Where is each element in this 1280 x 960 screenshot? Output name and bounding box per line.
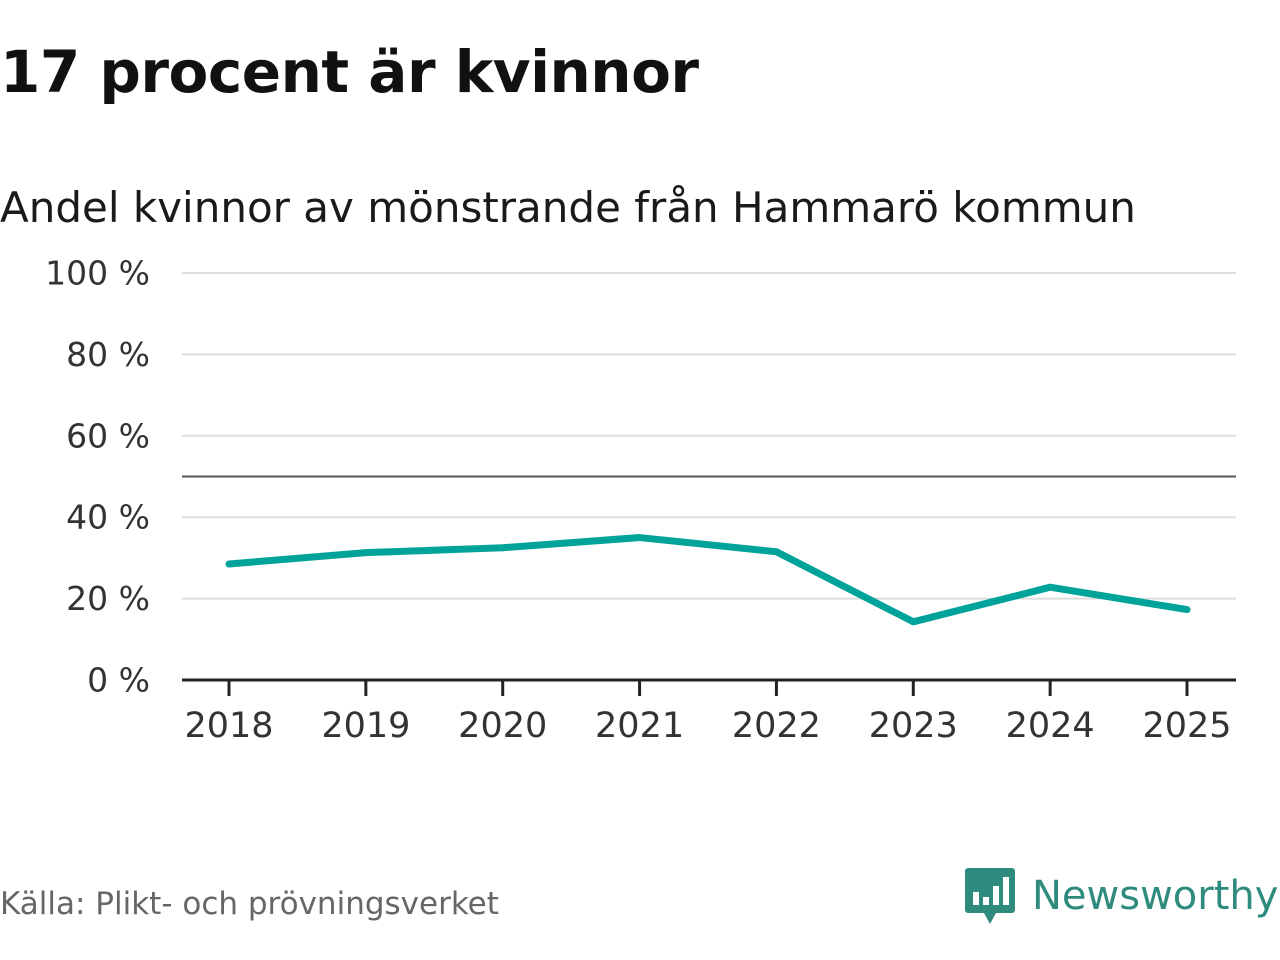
data-point-2023 <box>909 618 917 626</box>
chart-title: 17 procent är kvinnor <box>0 38 699 106</box>
data-point-2025 <box>1183 606 1191 614</box>
y-axis-tick-labels: 0 % 20 % 40 % 60 % 80 % 100 % <box>45 254 150 700</box>
y-tick-label-0: 0 % <box>87 661 150 700</box>
series-line-0 <box>228 534 1188 626</box>
data-point-2019 <box>362 549 370 557</box>
x-tick-label-2024: 2024 <box>1006 706 1095 746</box>
line-chart: 0 % 20 % 40 % 60 % 80 % 100 % 2018 2019 2020 202… <box>45 254 1236 746</box>
data-point-2024 <box>1046 583 1054 591</box>
y-tick-label-40: 40 % <box>66 498 150 537</box>
brand: Newsworthy <box>964 866 1278 926</box>
x-tick-label-2025: 2025 <box>1142 706 1231 746</box>
x-tick-label-2021: 2021 <box>595 706 684 746</box>
data-point-2022 <box>772 548 780 556</box>
chart-subtitle: Andel kvinnor av mönstrande från Hammarö… <box>0 183 1136 232</box>
data-point-2018 <box>225 560 233 568</box>
data-point-2020 <box>499 544 507 552</box>
y-tick-label-20: 20 % <box>66 579 150 618</box>
x-tick-label-2022: 2022 <box>732 706 821 746</box>
x-axis-tick-labels: 2018 2019 2020 2021 2022 2023 2024 2025 <box>184 706 1231 746</box>
x-axis <box>182 678 1236 696</box>
x-tick-label-2023: 2023 <box>869 706 958 746</box>
x-tick-label-2019: 2019 <box>321 706 410 746</box>
x-tick-label-2018: 2018 <box>184 706 273 746</box>
y-tick-label-60: 60 % <box>66 416 150 455</box>
x-tick-label-2020: 2020 <box>458 706 547 746</box>
source-note: Källa: Plikt- och prövningsverket <box>0 886 499 922</box>
y-tick-label-80: 80 % <box>66 335 150 374</box>
grid-lines <box>182 272 1236 600</box>
newsworthy-logo-icon <box>965 868 1015 924</box>
brand-name: Newsworthy <box>1032 873 1279 919</box>
series-layer <box>225 534 1191 626</box>
y-tick-label-100: 100 % <box>45 254 150 293</box>
data-point-2021 <box>636 534 644 542</box>
